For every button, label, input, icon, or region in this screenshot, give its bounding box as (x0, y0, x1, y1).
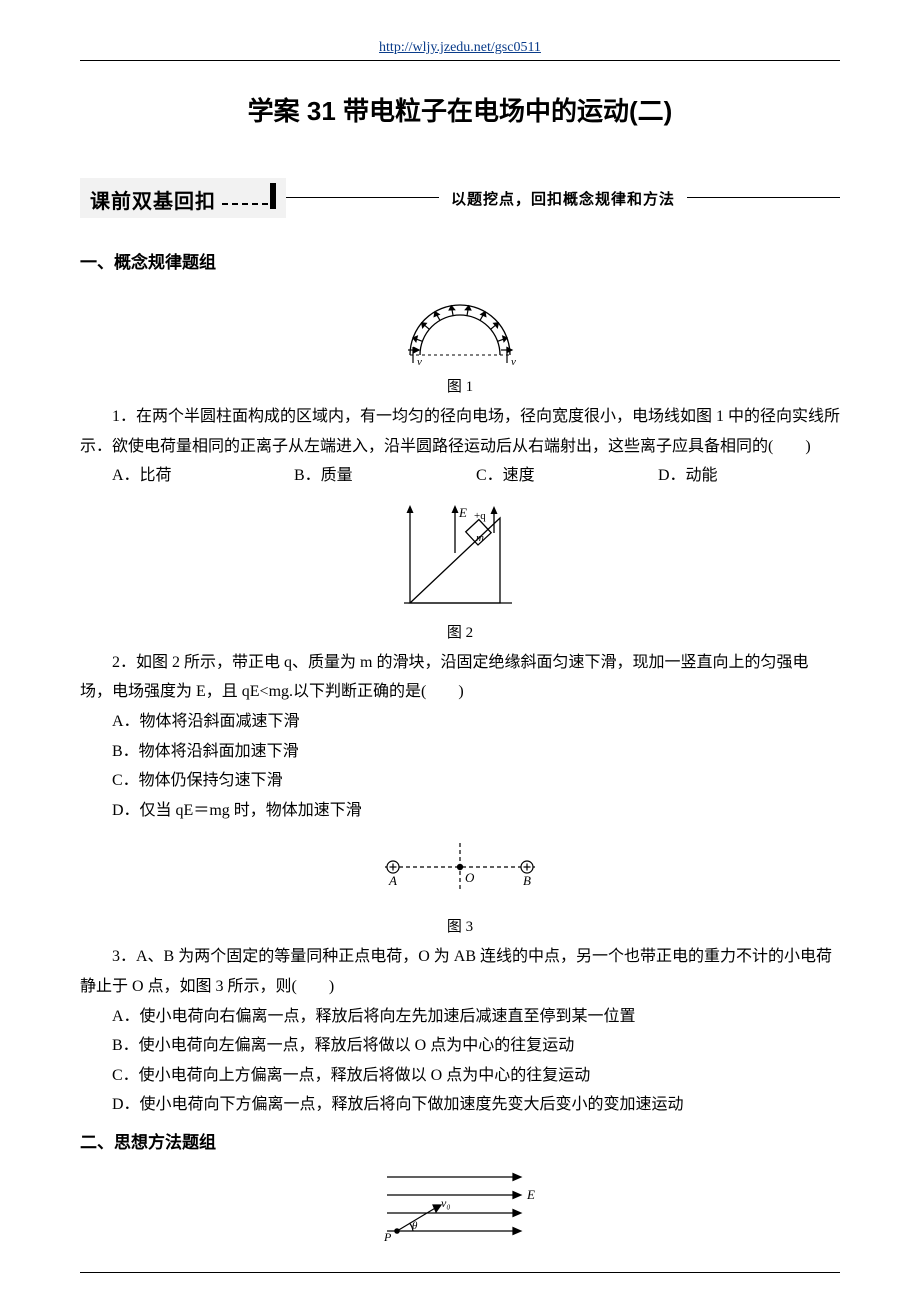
fig4-P: P (383, 1230, 392, 1244)
q2-optB: B．物体将沿斜面加速下滑 (80, 737, 840, 767)
footer-rule (80, 1272, 840, 1273)
lesson-title: 学案 31 带电粒子在电场中的运动(二) (80, 91, 840, 128)
section-2-head: 二、思想方法题组 (80, 1128, 840, 1153)
fig4-theta: θ (412, 1220, 418, 1232)
figure-3-caption: 图 3 (80, 915, 840, 936)
figure-1-svg: v v (385, 285, 535, 367)
banner-box: 课前双基回扣 (80, 178, 286, 218)
figure-1-caption: 图 1 (80, 375, 840, 396)
q1-optC: C．速度 (476, 461, 658, 491)
q2-optC: C．物体仍保持匀速下滑 (80, 766, 840, 796)
fig3-O: O (465, 870, 475, 885)
fig2-q: +q (474, 510, 486, 522)
q1-stem: 1．在两个半圆柱面构成的区域内，有一均匀的径向电场，径向宽度很小，电场线如图 1… (80, 402, 840, 461)
fig3-A: A (388, 873, 397, 888)
banner-line-right (687, 197, 840, 198)
figure-4-svg: E P θ v₀ (375, 1165, 545, 1245)
q3-optD: D．使小电荷向下方偏离一点，释放后将向下做加速度先变大后变小的变加速运动 (80, 1090, 840, 1120)
fig1-v-right: v (511, 356, 516, 367)
banner-bar (270, 183, 276, 209)
q1-optA: A．比荷 (112, 461, 294, 491)
q2-optA: A．物体将沿斜面减速下滑 (80, 707, 840, 737)
header-url: http://wljy.jzedu.net/gsc0511 (80, 40, 840, 56)
banner-text: 以题挖点，回扣概念规律和方法 (439, 188, 687, 209)
q3-optB: B．使小电荷向左偏离一点，释放后将做以 O 点为中心的往复运动 (80, 1031, 840, 1061)
q3-stem: 3．A、B 为两个固定的等量同种正点电荷，O 为 AB 连线的中点，另一个也带正… (80, 942, 840, 1001)
figure-2-caption: 图 2 (80, 621, 840, 642)
fig1-v-left: v (417, 356, 422, 367)
header-rule (80, 60, 840, 61)
figure-3: A O B (80, 837, 840, 907)
figure-1: v v (80, 285, 840, 367)
banner-dash (222, 203, 268, 205)
fig4-E: E (526, 1187, 535, 1202)
figure-4: E P θ v₀ (80, 1165, 840, 1245)
q3-optA: A．使小电荷向右偏离一点，释放后将向左先加速后减速直至停到某一位置 (80, 1002, 840, 1032)
fig2-E: E (458, 505, 467, 520)
figure-2: E +q m (80, 503, 840, 613)
q1-options: A．比荷 B．质量 C．速度 D．动能 (80, 461, 840, 491)
figure-2-svg: E +q m (400, 503, 520, 613)
fig4-v0: v₀ (441, 1196, 451, 1210)
q1-optD: D．动能 (658, 461, 840, 491)
fig2-m: m (476, 532, 484, 544)
q2-optD: D．仅当 qE＝mg 时，物体加速下滑 (80, 796, 840, 826)
section-banner: 课前双基回扣 以题挖点，回扣概念规律和方法 (80, 178, 840, 218)
q1-optB: B．质量 (294, 461, 476, 491)
banner-line-left (286, 197, 439, 198)
section-1-head: 一、概念规律题组 (80, 248, 840, 273)
banner-label: 课前双基回扣 (90, 185, 216, 214)
q3-optC: C．使小电荷向上方偏离一点，释放后将做以 O 点为中心的往复运动 (80, 1061, 840, 1091)
figure-3-svg: A O B (365, 837, 555, 907)
q2-stem: 2．如图 2 所示，带正电 q、质量为 m 的滑块，沿固定绝缘斜面匀速下滑，现加… (80, 648, 840, 707)
fig3-B: B (523, 873, 531, 888)
page: http://wljy.jzedu.net/gsc0511 学案 31 带电粒子… (0, 0, 920, 1313)
